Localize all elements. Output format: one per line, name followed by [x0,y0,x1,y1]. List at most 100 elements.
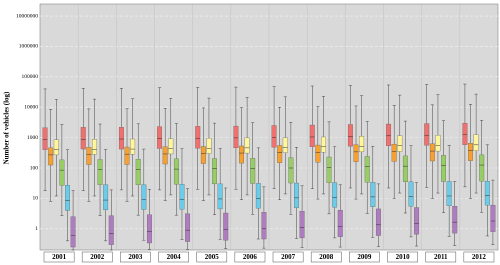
y-tick-label: 100 [30,165,39,171]
x-tick-label: 2004 [167,253,182,261]
box [386,123,392,146]
box [185,213,191,242]
box [130,138,136,155]
year-box [272,251,304,263]
year-box [234,251,266,263]
y-tick-label: 10000 [24,105,38,111]
box [364,156,370,183]
year-box [310,251,342,263]
box [332,182,338,208]
box [315,144,321,163]
box [86,147,92,165]
box [65,185,70,211]
x-tick-label: 2008 [319,253,334,261]
box [484,180,490,206]
box [80,127,86,150]
box [103,184,109,210]
box [424,123,430,146]
box [157,126,163,149]
box [255,183,261,209]
box [337,209,343,237]
box [479,154,485,182]
box [124,146,130,165]
box [353,144,359,162]
box [244,137,250,154]
box [135,159,141,185]
box [435,135,441,152]
box [108,215,114,245]
box [490,204,496,232]
box [299,210,305,239]
box [92,139,97,155]
box [195,126,201,149]
box [402,155,408,183]
x-tick-label: 2009 [357,253,372,261]
x-tick-label: 2006 [243,253,258,261]
year-box [81,251,113,263]
box [359,136,365,153]
y-tick-label: 1000 [27,135,38,141]
box [282,137,288,153]
box [429,143,435,162]
box [200,146,206,164]
box [70,216,76,248]
box [391,143,397,162]
x-tick-label: 2002 [90,253,105,261]
box [141,184,147,210]
box [326,156,332,183]
box [42,127,48,150]
x-tick-label: 2012 [472,253,487,261]
x-tick-label: 2003 [128,253,143,261]
year-box [158,251,189,263]
box [217,183,223,210]
year-box [425,251,457,263]
box [347,124,353,147]
year-box [43,251,75,263]
box [277,145,283,163]
box [162,146,168,165]
box [408,181,414,207]
x-tick-label: 2010 [396,253,411,261]
y-tick-label: 10 [33,196,39,202]
box [223,212,229,241]
y-tick-label: 1 [35,226,38,232]
box [97,159,103,185]
box [414,207,420,235]
year-box [349,251,380,263]
y-axis-title: Number of vehicles (log) [3,91,11,164]
box [446,181,452,206]
box [212,158,217,185]
box [59,159,65,186]
x-tick-label: 2001 [52,253,67,261]
box [118,127,124,150]
box [309,124,315,147]
box [462,122,468,145]
box [173,158,179,185]
box [168,138,174,155]
box [294,182,299,208]
box [288,157,294,184]
box [261,212,267,240]
year-box [463,251,495,263]
box [397,135,403,152]
box [441,155,446,182]
year-box [196,251,228,263]
box [468,143,473,161]
y-tick-label: 10000000 [16,13,38,19]
x-tick-label: 2005 [205,253,220,261]
box [48,147,54,166]
box [53,139,59,156]
box [375,208,381,236]
box [250,158,256,184]
y-tick-label: 100000 [22,74,39,80]
box [271,125,277,148]
x-tick-label: 2011 [434,253,448,261]
box [473,134,479,151]
box [206,138,212,154]
box [179,184,185,210]
y-tick-label: 1000000 [19,44,39,50]
box [370,182,376,207]
box [452,206,458,234]
box [239,145,244,164]
